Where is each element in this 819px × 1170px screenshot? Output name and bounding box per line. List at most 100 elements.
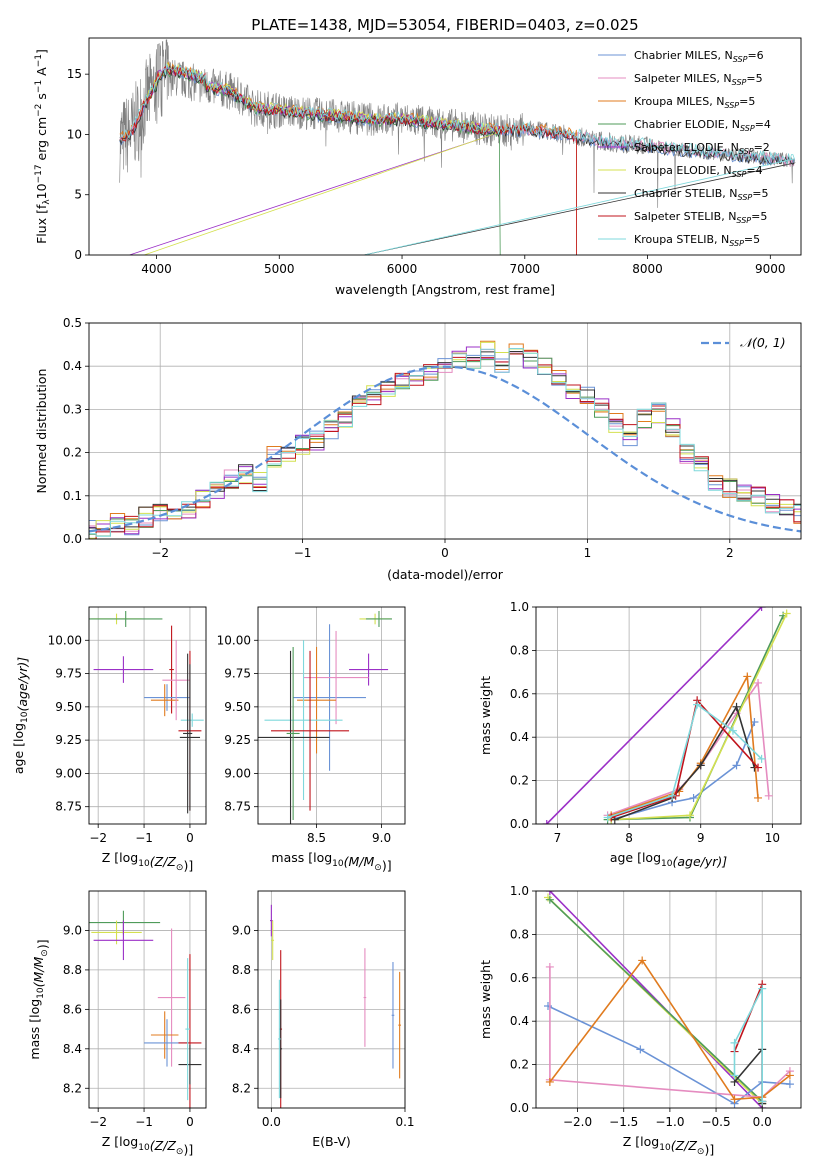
data-point-marker [603,813,612,822]
x-tick-label: 0 [186,831,194,845]
x-tick-label: −1 [294,546,312,560]
x-tick-label: 7 [554,831,562,845]
x-tick-label: 0.1 [395,1115,414,1129]
y-tick-label: 9.50 [55,700,82,714]
x-axis-label: mass [log10(M/M⊙)] [271,850,391,873]
x-tick-label: −1.5 [609,1115,638,1129]
legend-label: Kroupa MILES, NSSP=5 [634,95,755,110]
legend-label: Salpeter STELIB, NSSP=5 [634,210,767,225]
y-tick-label: 8.8 [232,963,251,977]
x-axis-label: E(B-V) [312,1134,351,1149]
x-tick-label: 0 [441,546,449,560]
series-line [549,899,763,1103]
data-point-marker [730,1071,739,1080]
x-axis-label: age [log10(age/yr)] [610,850,727,869]
x-tick-label: 10 [765,831,780,845]
data-point-marker [754,763,763,772]
y-tick-label: 0.1 [63,489,82,503]
data-point-marker [542,820,551,824]
data-point-marker [757,607,766,611]
y-tick-label: 0.4 [63,359,82,373]
panel-spectrum: 4000 5000 6000 7000 8000 9000 0 5 10 15 PLATE=1438… [34,16,802,297]
y-tick-label: 15 [67,67,82,81]
y-tick-label: 9.25 [224,733,251,747]
y-tick-label: 10.00 [217,633,251,647]
y-tick-label: 8.75 [224,800,251,814]
series-line [610,673,759,817]
legend-label: Chabrier MILES, NSSP=6 [634,49,764,64]
data-point-marker [689,793,698,802]
series-line [610,698,759,819]
panel-age_vs_mass: 8.5 9.0 8.75 9.00 9.25 9.50 9.75 10.00 mass [log… [217,606,406,873]
x-tick-label: −2 [89,1115,107,1129]
errorbars [89,610,204,814]
model-spectrum-line [119,64,796,255]
data-point-marker [732,702,741,711]
x-tick-label: 1 [584,546,592,560]
y-tick-label: 1.0 [510,600,529,614]
axes-frame [535,890,802,1109]
x-axis-label: Z [log10(Z/Z⊙)] [102,1134,193,1157]
y-tick-label: 8.8 [63,963,82,977]
x-axis-label: Z [log10(Z/Z⊙)] [623,1134,714,1157]
data-point-marker [728,726,737,735]
model-spectrum-line [119,64,795,255]
series-line [611,613,788,821]
data-point-marker [730,1038,739,1047]
y-axis-label: age [log10(age/yr)] [11,657,30,774]
axes-frame [257,890,406,1109]
data-point-marker [545,1077,554,1086]
x-axis-label: wavelength [Angstrom, rest frame] [335,282,555,297]
legend: 𝒩(0, 1) [701,335,786,350]
data-point-marker [782,609,791,618]
axes-frame [257,606,406,825]
data-point-marker [545,891,554,895]
model-spectrum-line [119,61,577,255]
legend-label: Salpeter MILES, NSSP=5 [634,72,763,87]
y-tick-label: 1.0 [510,884,529,898]
data-point-marker [693,700,702,709]
panel-residuals: −2 −1 0 1 2 0.0 0.1 0.2 0.3 0.4 0.5 𝒩(0, 1) (data-mo… [34,316,802,582]
panel-weight_vs_Z: −2.0 −1.5 −1.0 −0.5 0.0 0.0 0.2 0.4 0.6 0.8 1.0 Z [… [478,884,802,1157]
axes-frame [88,890,207,1109]
legend-label: Kroupa STELIB, NSSP=5 [634,233,760,248]
x-tick-label: −1.0 [655,1115,684,1129]
y-tick-label: 0.2 [510,1058,529,1072]
x-tick-label: 9 [697,831,705,845]
legend-label: 𝒩(0, 1) [740,335,786,350]
y-tick-label: 9.75 [224,667,251,681]
x-tick-label: 2 [726,546,734,560]
data-point-marker [545,895,554,904]
x-tick-label: 0.0 [753,1115,772,1129]
panel-weight_vs_age: 7 8 9 10 0.0 0.2 0.4 0.6 0.8 1.0 age [log10(age/yr… [478,600,802,869]
x-tick-label: 0 [186,1115,194,1129]
series-line [549,967,791,1099]
y-axis-label: mass weight [478,676,493,755]
chart-title: PLATE=1438, MJD=53054, FIBERID=0403, z=0… [251,16,638,34]
x-tick-label: −1 [135,1115,153,1129]
y-tick-label: 0.6 [510,687,529,701]
data-point-marker [638,956,647,965]
histogram-step [89,348,801,537]
y-tick-label: 0.2 [510,774,529,788]
data-point-marker [732,761,741,770]
axes-frame [88,322,802,540]
data-point-marker [545,962,554,971]
series-lines [542,607,791,824]
y-tick-label: 0.0 [510,1101,529,1115]
y-axis-label: mass weight [478,960,493,1039]
x-tick-label: −2 [89,831,107,845]
legend-label: Kroupa ELODIE, NSSP=4 [634,164,763,179]
x-tick-label: 0.0 [262,1115,281,1129]
y-tick-label: 9.25 [55,733,82,747]
legend-label: Chabrier STELIB, NSSP=5 [634,187,768,202]
x-tick-label: −2.0 [563,1115,592,1129]
data-point-marker [730,1095,739,1104]
errorbars [270,904,401,1108]
data-point-marker [785,1080,794,1089]
y-tick-label: 0 [74,248,82,262]
y-tick-label: 0.6 [510,971,529,985]
legend-label: Chabrier ELODIE, NSSP=4 [634,118,771,133]
y-tick-label: 8.4 [63,1042,82,1056]
